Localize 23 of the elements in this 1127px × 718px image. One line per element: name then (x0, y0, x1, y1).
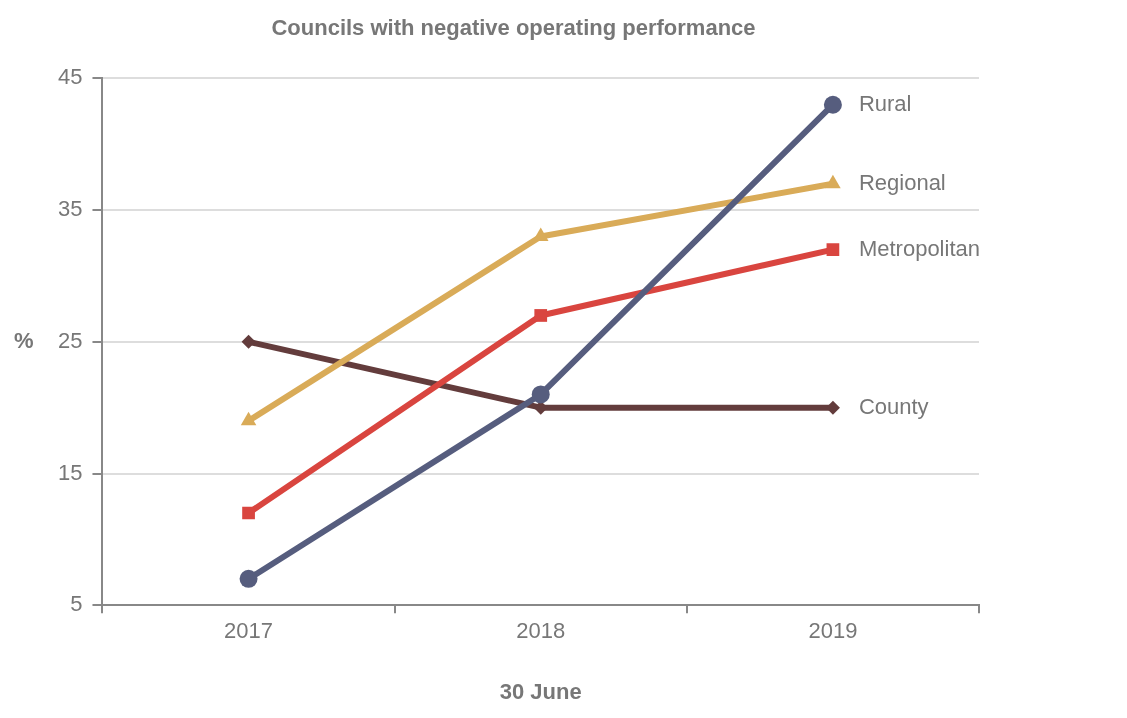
series-label: Regional (858, 169, 946, 195)
y-tick-label: 15 (57, 459, 83, 485)
series-label: County (858, 393, 929, 419)
point (241, 334, 256, 349)
chart-title: Councils with negative operating performance (271, 15, 756, 41)
point (823, 95, 842, 114)
x-tick-label: 2017 (224, 618, 274, 644)
y-tick-label: 35 (57, 196, 83, 222)
x-tick-label: 2019 (808, 618, 858, 644)
series-label: Rural (858, 90, 912, 116)
point (825, 174, 841, 189)
y-tick-label: 25 (57, 327, 83, 353)
x-tick-label: 2018 (516, 618, 566, 644)
point (534, 309, 548, 322)
point (531, 385, 550, 404)
y-tick-label: 5 (70, 591, 83, 617)
point (242, 506, 255, 520)
series-label: Metropolitan (858, 235, 980, 261)
x-axis-title: 30 June (499, 678, 582, 704)
point (239, 569, 258, 588)
y-axis-title: % (14, 327, 34, 353)
y-tick-label: 45 (57, 64, 83, 90)
point (826, 243, 840, 256)
